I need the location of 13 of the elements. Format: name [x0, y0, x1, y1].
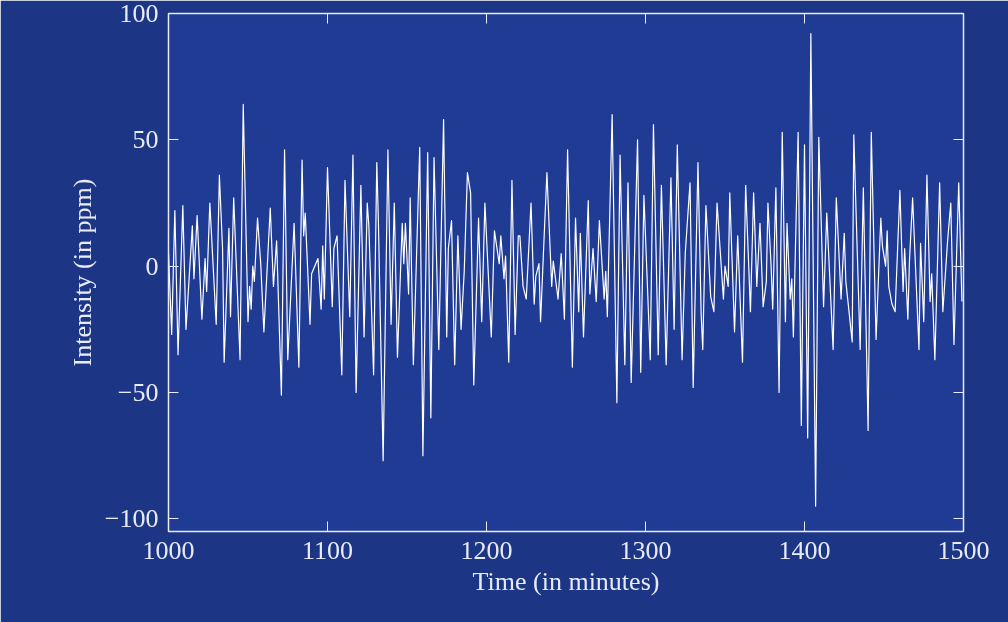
x-tick-label: 1300 [619, 535, 672, 565]
y-tick-label: 50 [132, 125, 159, 155]
y-tick-label: −100 [104, 504, 159, 534]
x-tick-label: 1000 [142, 535, 195, 565]
y-tick-label: −50 [117, 378, 159, 408]
x-tick-label: 1500 [937, 535, 990, 565]
x-axis-title: Time (in minutes) [472, 566, 660, 596]
x-tick-label: 1400 [778, 535, 831, 565]
x-tick-label: 1200 [460, 535, 513, 565]
x-tick-label: 1100 [301, 535, 354, 565]
y-tick-label: 0 [145, 251, 159, 281]
y-axis-title: Intensity (in ppm) [67, 178, 97, 367]
y-tick-label: 100 [119, 0, 159, 28]
